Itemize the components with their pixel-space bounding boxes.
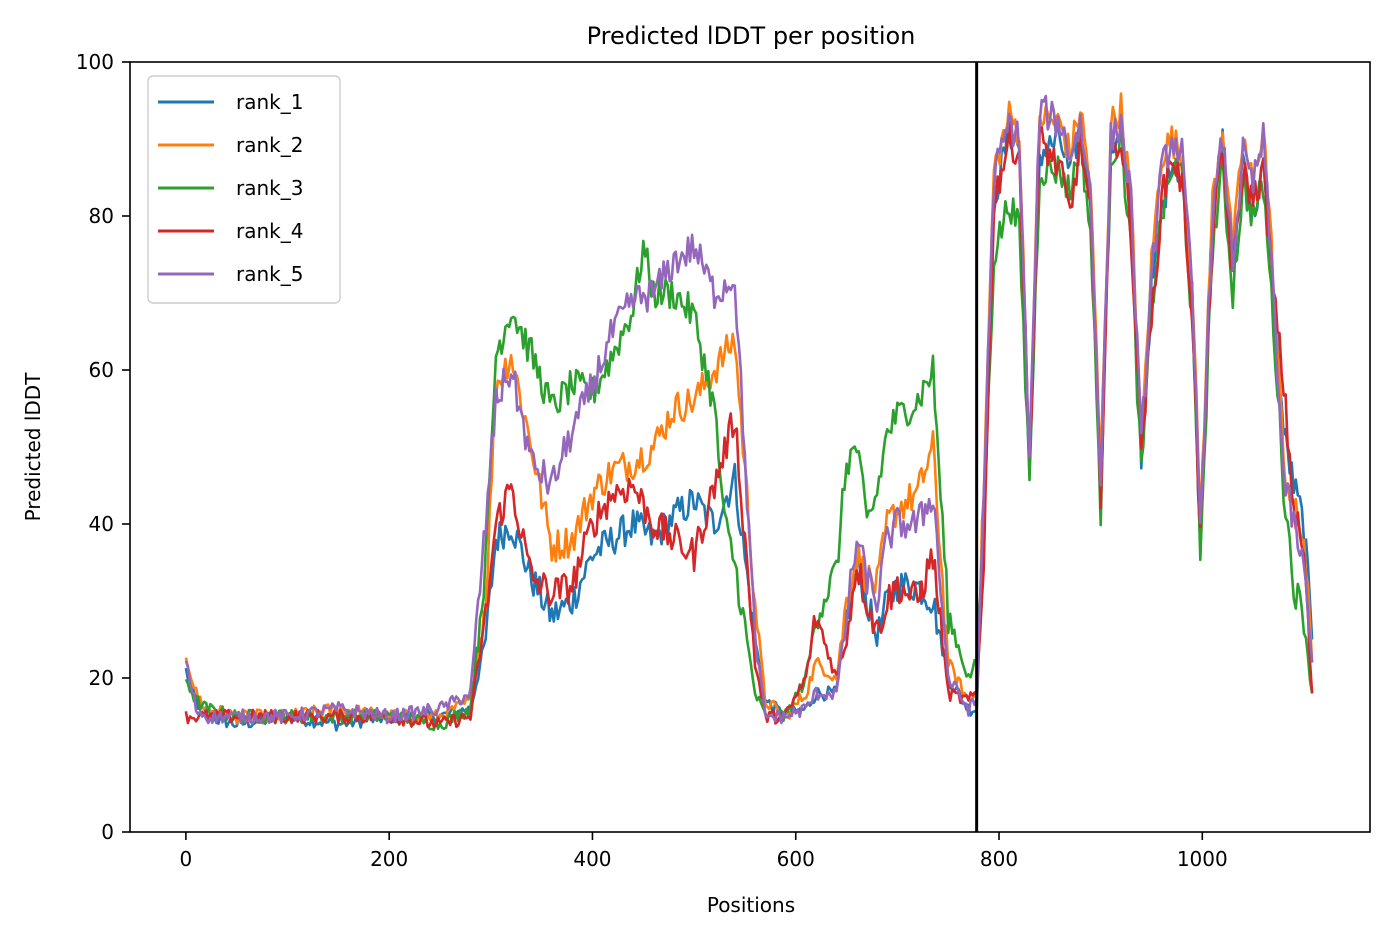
x-tick-label: 200 xyxy=(370,847,408,871)
plot-frame xyxy=(129,61,1371,833)
y-tick-label: 60 xyxy=(89,358,114,382)
y-tick-label: 40 xyxy=(89,512,114,536)
series-line-rank-5 xyxy=(184,94,1314,725)
x-tick-label: 1000 xyxy=(1177,847,1228,871)
x-tick-label: 600 xyxy=(777,847,815,871)
legend-label: rank_5 xyxy=(236,262,303,286)
legend-box xyxy=(147,75,341,304)
legend-label: rank_3 xyxy=(236,176,303,200)
x-tick-label: 0 xyxy=(180,847,193,871)
x-axis-title: Positions xyxy=(707,893,795,917)
x-tick-label: 800 xyxy=(980,847,1018,871)
legend-label: rank_1 xyxy=(236,90,303,114)
legend-label: rank_4 xyxy=(236,219,303,243)
plot-area xyxy=(129,61,1371,833)
x-axis: 0 200 400 600 800 1000 xyxy=(180,832,1228,871)
y-axis-title: Predicted lDDT xyxy=(21,372,45,522)
y-tick-label: 0 xyxy=(101,820,114,844)
y-axis: 0 20 40 60 80 100 xyxy=(76,50,130,844)
y-tick-label: 100 xyxy=(76,50,114,74)
x-tick-label: 400 xyxy=(573,847,611,871)
series-layer xyxy=(184,92,1314,732)
chart-title: Predicted lDDT per position xyxy=(587,22,916,50)
y-tick-label: 80 xyxy=(89,204,114,228)
y-tick-label: 20 xyxy=(89,666,114,690)
legend: rank_1 rank_2 rank_3 rank_4 rank_5 xyxy=(147,75,341,304)
legend-label: rank_2 xyxy=(236,133,303,157)
